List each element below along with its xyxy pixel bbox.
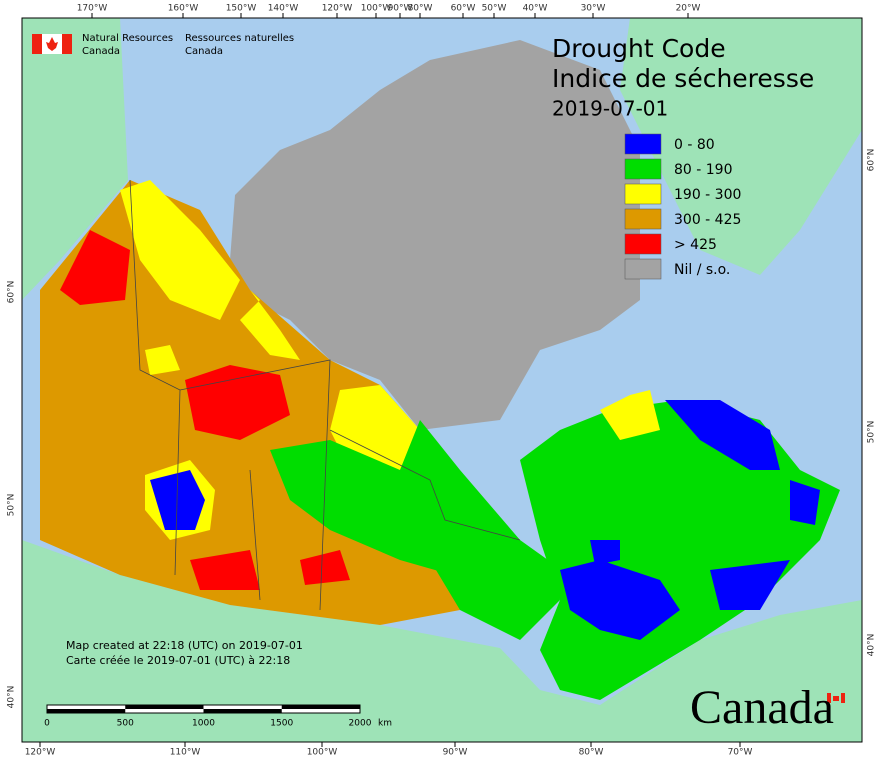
graticule-label: 90°W	[388, 4, 413, 14]
agency-en: Natural Resources	[82, 33, 173, 44]
legend-swatch	[624, 158, 662, 180]
note: Carte créée le 2019-07-01 (UTC) à 22:18	[66, 654, 290, 667]
yukon-green-spot	[145, 345, 180, 375]
title: Indice de sécheresse	[552, 64, 814, 93]
legend-swatch	[624, 233, 662, 255]
province-border	[129, 179, 181, 576]
graticule-label: 70°W	[728, 748, 753, 758]
graticule-label: 50°W	[482, 4, 507, 14]
flag-right	[62, 34, 72, 54]
legend-label: Nil / s.o.	[674, 262, 730, 278]
flag-left	[32, 34, 42, 54]
title: Drought Code	[552, 34, 726, 63]
maritimes-blue	[710, 560, 790, 610]
yukon-red	[60, 230, 130, 305]
legend-swatch	[624, 133, 662, 155]
scale-segment	[203, 709, 282, 713]
quebec-blue-spot	[590, 540, 620, 565]
graticule-label: 60°W	[451, 4, 476, 14]
graticule-label: 50°N	[867, 421, 877, 444]
graticule-label: 80°W	[579, 748, 604, 758]
scale-bar: 0 500 1000 1500 2000 km	[44, 704, 392, 729]
scale-segment	[47, 709, 126, 713]
maple-leaf	[46, 37, 58, 51]
scale-label: 0	[44, 719, 50, 729]
graticule-label: 110°W	[170, 748, 201, 758]
wordmark: Canada	[690, 681, 834, 734]
scale-segment	[281, 705, 360, 709]
legend: 0 - 80 80 - 190 190 - 300 300 - 425 > 425 Nil…	[624, 133, 741, 280]
manitoba-green	[330, 385, 420, 470]
alaska	[22, 18, 128, 300]
sask-red	[300, 550, 350, 585]
legend-label: 300 - 425	[674, 212, 741, 228]
legend-swatch	[624, 183, 662, 205]
graticule-label: 150°W	[226, 4, 257, 14]
province-border	[249, 469, 261, 601]
agency-en: Canada	[82, 46, 120, 57]
scale-unit: km	[378, 719, 392, 729]
legend-label: 190 - 300	[674, 187, 741, 203]
scale-label: 500	[117, 719, 134, 729]
date: 2019-07-01	[552, 97, 668, 121]
province-border	[179, 359, 331, 611]
nwt-green	[240, 290, 300, 360]
labrador-blue	[665, 400, 780, 470]
graticule-label: 30°W	[581, 4, 606, 14]
graticule-label: 60°N	[7, 281, 17, 304]
wordmark-flag	[833, 696, 839, 701]
graticule-label: 100°W	[307, 748, 338, 758]
wordmark-flag	[841, 693, 845, 703]
map-frame	[21, 17, 863, 743]
graticule-labels: 170°W 160°W 150°W 140°W 120°W 100°W90°W80°W 60…	[7, 4, 877, 758]
legend-label: > 425	[674, 237, 717, 253]
legend-label: 0 - 80	[674, 137, 715, 153]
scale-segment	[125, 705, 204, 709]
newfoundland-blue	[790, 480, 820, 525]
arctic-region	[230, 40, 640, 430]
alberta-blue	[150, 470, 205, 530]
agency-fr: Canada	[185, 46, 223, 57]
legend-label: 80 - 190	[674, 162, 733, 178]
graticule-label: 80°W	[408, 4, 433, 14]
south-red	[190, 550, 260, 590]
graticule-label: 120°W	[25, 748, 56, 758]
scale-label: 2000	[349, 719, 372, 729]
map-body	[22, 18, 862, 742]
graticule-label: 100°W	[361, 4, 392, 14]
legend-swatch	[624, 258, 662, 280]
yukon-north	[120, 180, 240, 320]
quebec-south-blue	[560, 560, 680, 640]
ungava-yellow	[600, 390, 660, 440]
wordmark-flag	[827, 693, 831, 703]
legend-swatch	[624, 208, 662, 230]
note: Map created at 22:18 (UTC) on 2019-07-01	[66, 639, 303, 652]
greenland	[620, 18, 862, 275]
graticule-label: 40°N	[7, 686, 17, 709]
scale-label: 1000	[192, 719, 215, 729]
graticule-label: 90°W	[443, 748, 468, 758]
graticule-label: 170°W	[77, 4, 108, 14]
graticule-label: 20°W	[676, 4, 701, 14]
agency-fr: Ressources naturelles	[185, 33, 294, 44]
graticule-label: 40°N	[867, 634, 877, 657]
graticule-label: 60°N	[867, 149, 877, 172]
graticule-label: 120°W	[322, 4, 353, 14]
graticule-label: 50°N	[7, 494, 17, 517]
graticule-label: 40°W	[523, 4, 548, 14]
united-states	[22, 540, 862, 742]
graticule-label: 160°W	[168, 4, 199, 14]
ontario-green	[400, 420, 560, 640]
graticule-label: 140°W	[268, 4, 299, 14]
scale-label: 1500	[270, 719, 293, 729]
province-border	[329, 429, 521, 541]
